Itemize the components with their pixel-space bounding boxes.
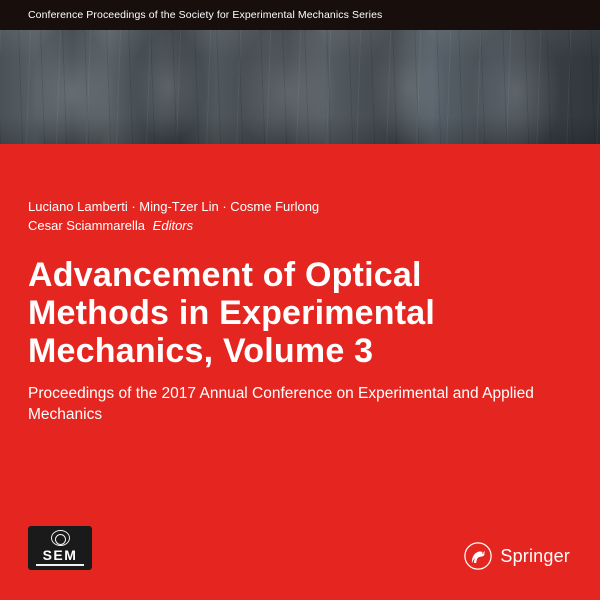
editors-line-1: Luciano Lamberti · Ming-Tzer Lin · Cosme…: [28, 198, 572, 217]
sem-society-badge: SEM: [28, 526, 92, 570]
publisher-name: Springer: [500, 546, 570, 567]
book-title: Advancement of Optical Methods in Experi…: [28, 256, 540, 370]
sem-ring-icon: [51, 530, 70, 546]
book-subtitle: Proceedings of the 2017 Annual Conferenc…: [28, 384, 540, 425]
editors-line-2-names: Cesar Sciammarella: [28, 218, 145, 233]
title-block: Advancement of Optical Methods in Experi…: [28, 256, 540, 425]
editors-block: Luciano Lamberti · Ming-Tzer Lin · Cosme…: [28, 198, 572, 236]
editors-line-2: Cesar Sciammarella Editors: [28, 217, 572, 236]
book-cover: Conference Proceedings of the Society fo…: [0, 0, 600, 600]
sem-badge-bar: [36, 564, 84, 566]
sem-badge-text: SEM: [43, 548, 78, 562]
editors-role: Editors: [153, 218, 193, 233]
publisher-block: Springer: [464, 542, 570, 570]
springer-horse-icon: [464, 542, 492, 570]
cover-photo-band: [0, 30, 600, 144]
series-band: Conference Proceedings of the Society fo…: [0, 0, 600, 30]
series-label: Conference Proceedings of the Society fo…: [28, 9, 382, 21]
